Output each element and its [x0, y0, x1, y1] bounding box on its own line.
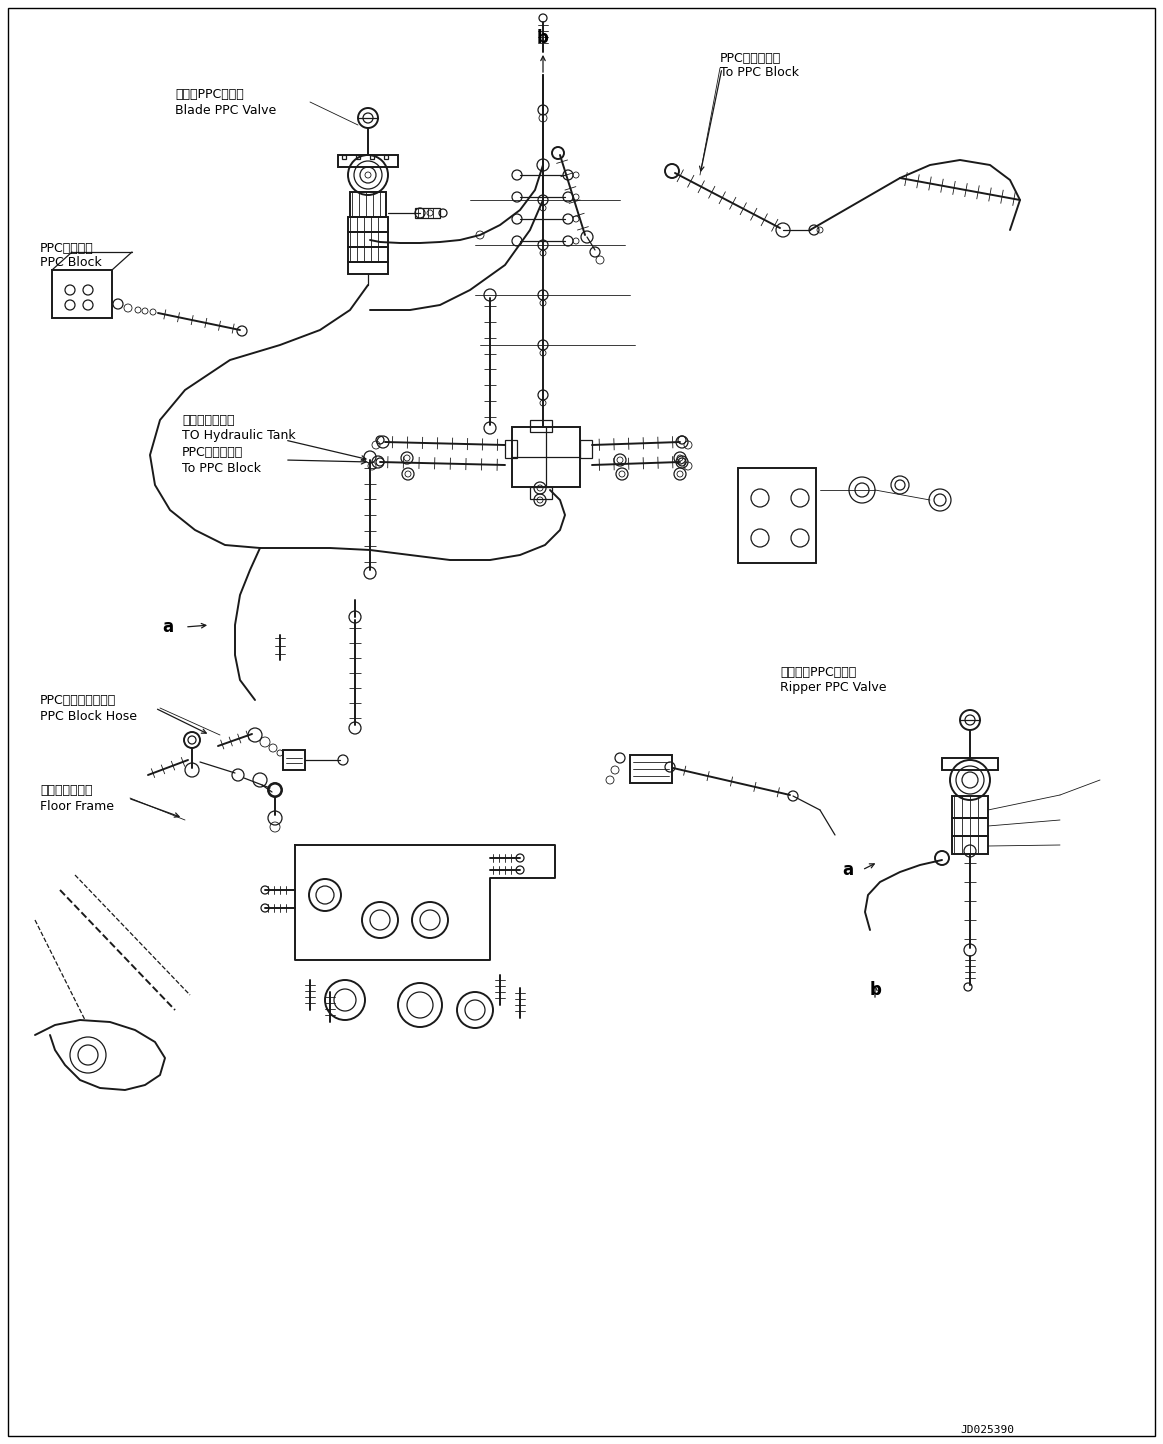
- Text: b: b: [870, 980, 882, 999]
- Bar: [952, 817, 989, 836]
- Bar: [356, 155, 361, 159]
- Text: Floor Frame: Floor Frame: [40, 800, 114, 813]
- Bar: [512, 427, 580, 487]
- Bar: [942, 758, 998, 770]
- Bar: [952, 796, 989, 817]
- Text: To PPC Block: To PPC Block: [720, 66, 799, 79]
- Text: PPCブロックへ: PPCブロックへ: [720, 52, 782, 65]
- Text: 作動油タンクへ: 作動油タンクへ: [181, 413, 235, 426]
- Text: PPCブロックホース: PPCブロックホース: [40, 693, 116, 706]
- Text: リッパ　PPCバルブ: リッパ PPCバルブ: [780, 666, 856, 679]
- Text: JD025390: JD025390: [959, 1425, 1014, 1435]
- Bar: [342, 155, 347, 159]
- Bar: [338, 155, 398, 168]
- Bar: [52, 270, 112, 318]
- Bar: [505, 440, 518, 458]
- Text: a: a: [162, 618, 173, 635]
- Text: PPCブロックへ: PPCブロックへ: [181, 446, 243, 459]
- Bar: [952, 836, 989, 853]
- Text: PPC Block: PPC Block: [40, 257, 101, 270]
- Bar: [630, 755, 672, 783]
- Bar: [348, 232, 388, 247]
- Text: PPCブロック: PPCブロック: [40, 241, 94, 254]
- Text: b: b: [537, 29, 549, 48]
- Bar: [384, 155, 388, 159]
- Text: ブレーPPCバルブ: ブレーPPCバルブ: [174, 88, 244, 101]
- Text: To PPC Block: To PPC Block: [181, 462, 261, 475]
- Bar: [370, 155, 374, 159]
- Circle shape: [365, 172, 371, 178]
- Bar: [350, 192, 386, 217]
- Bar: [415, 208, 440, 218]
- Text: Blade PPC Valve: Blade PPC Valve: [174, 104, 277, 117]
- Bar: [348, 261, 388, 274]
- Text: フロアフレーム: フロアフレーム: [40, 784, 93, 797]
- Bar: [580, 440, 592, 458]
- Text: a: a: [842, 861, 854, 879]
- Text: TO Hydraulic Tank: TO Hydraulic Tank: [181, 429, 295, 442]
- Bar: [530, 487, 552, 500]
- Bar: [348, 247, 388, 261]
- Text: Ripper PPC Valve: Ripper PPC Valve: [780, 682, 886, 695]
- Bar: [739, 468, 816, 563]
- Bar: [283, 749, 305, 770]
- Bar: [348, 217, 388, 232]
- Text: PPC Block Hose: PPC Block Hose: [40, 709, 137, 722]
- Bar: [530, 420, 552, 432]
